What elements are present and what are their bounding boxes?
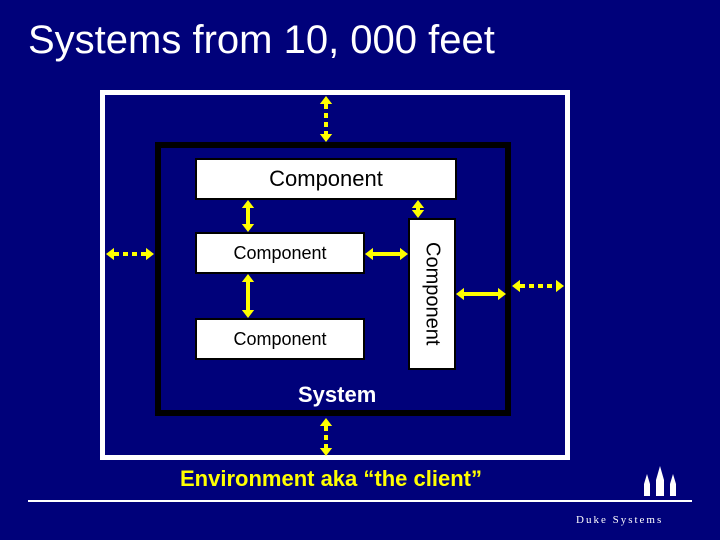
component-right-label: Component xyxy=(421,242,444,345)
component-top: Component xyxy=(195,158,457,200)
component-top-label: Component xyxy=(269,166,383,192)
system-label: System xyxy=(298,382,376,408)
duke-logo-icon xyxy=(638,466,682,496)
component-left-1: Component xyxy=(195,232,365,274)
component-right: Component xyxy=(408,218,456,370)
component-left-1-label: Component xyxy=(233,243,326,264)
footer-divider xyxy=(28,500,692,502)
component-left-2-label: Component xyxy=(233,329,326,350)
footer-logo-text: Duke Systems xyxy=(576,514,663,526)
environment-label: Environment aka “the client” xyxy=(180,466,482,492)
slide-title: Systems from 10, 000 feet xyxy=(28,18,495,63)
component-left-2: Component xyxy=(195,318,365,360)
